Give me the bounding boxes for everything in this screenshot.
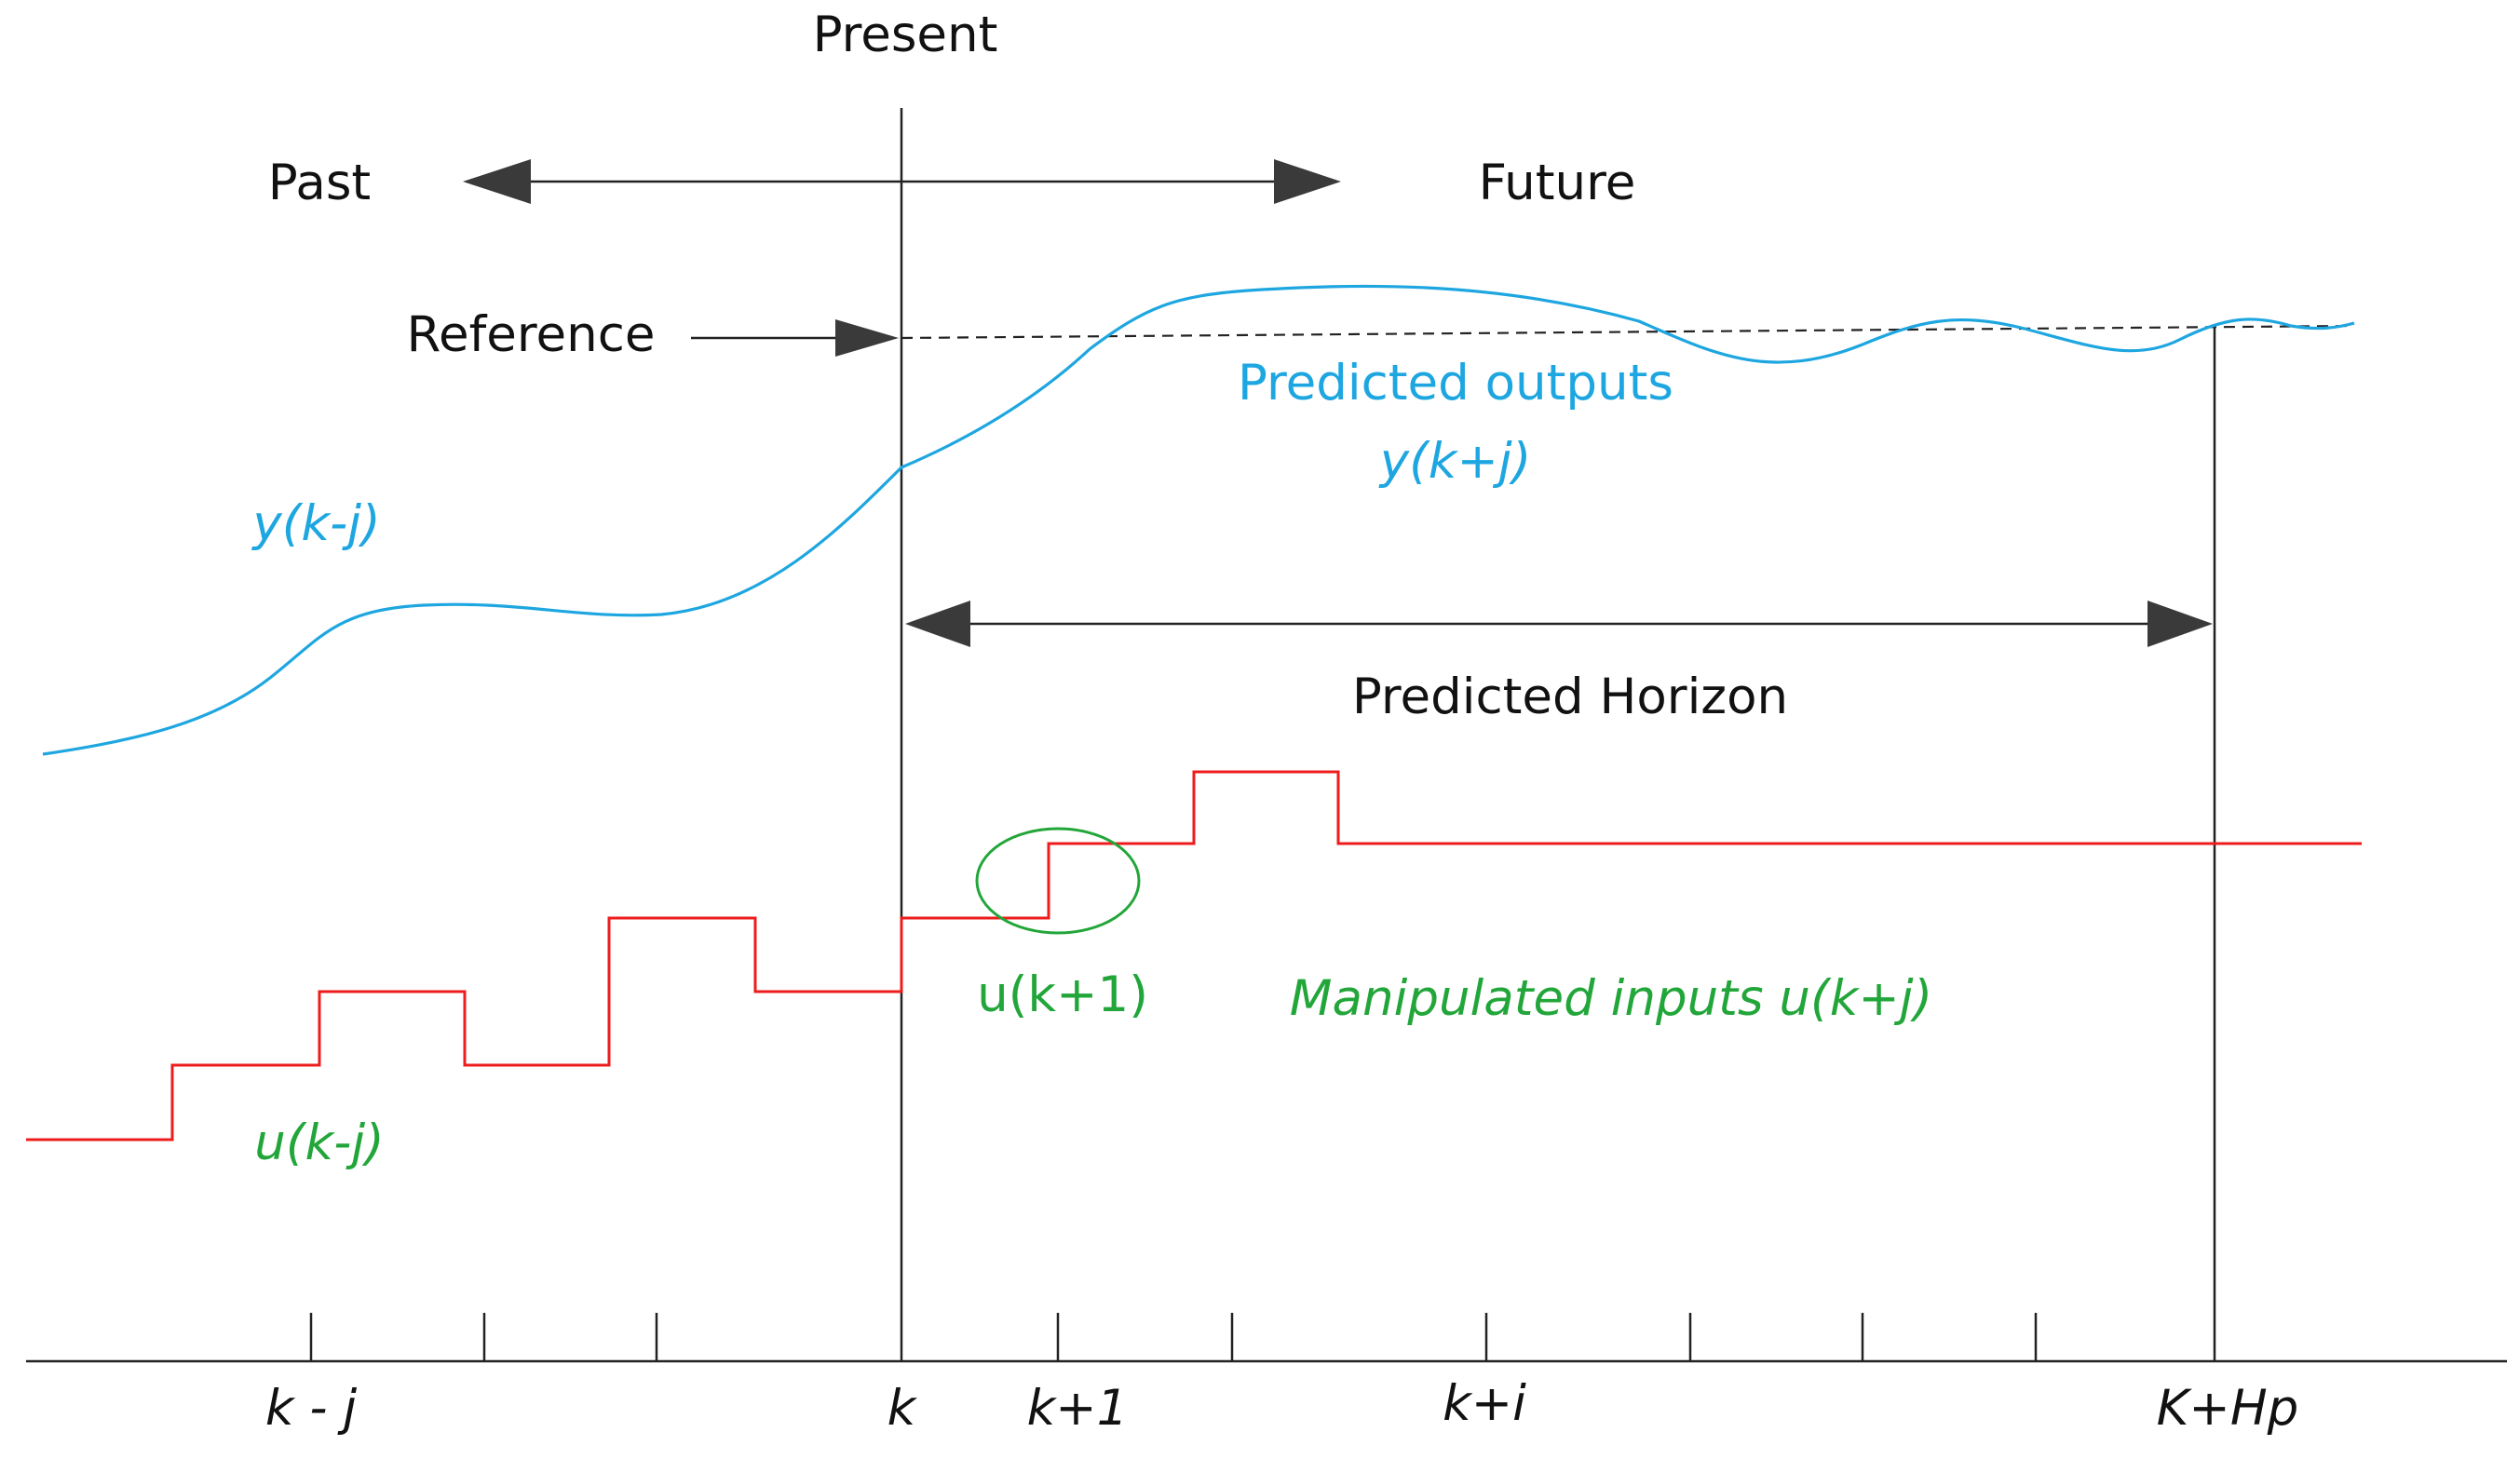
predicted-horizon-label: Predicted Horizon (1352, 669, 1788, 725)
predicted-horizon-arrow (905, 601, 2213, 647)
y-future-label: y(k+j) (1378, 433, 1532, 490)
output-curve (42, 284, 2355, 756)
past-label: Past (268, 155, 371, 211)
u-past-label: u(k-j) (254, 1115, 385, 1171)
reference-arrow (691, 319, 899, 357)
predicted-outputs-label: Predicted outputs (1238, 355, 1673, 412)
u-next-highlight (975, 827, 1141, 935)
manipulated-inputs-label: Manipulated inputs u(k+j) (1290, 970, 1932, 1027)
u-next-label: u(k+1) (977, 966, 1148, 1023)
tick-label-k: k (887, 1380, 918, 1437)
present-label: Present (813, 7, 998, 63)
y-past-label: y(k-j) (251, 495, 380, 552)
past-future-arrow (463, 159, 1341, 204)
tick-label-k-minus-j: k - j (265, 1380, 358, 1437)
tick-label-k-plus-1: k+1 (1027, 1380, 1129, 1437)
tick-label-k-plus-hp: K+Hp (2157, 1380, 2299, 1437)
input-steps (26, 770, 2362, 1142)
axis-ticks (309, 1313, 2038, 1361)
future-label: Future (1479, 155, 1636, 211)
reference-line (901, 324, 2355, 340)
tick-label-k-plus-i: k+i (1443, 1375, 1526, 1432)
reference-label: Reference (407, 306, 656, 363)
